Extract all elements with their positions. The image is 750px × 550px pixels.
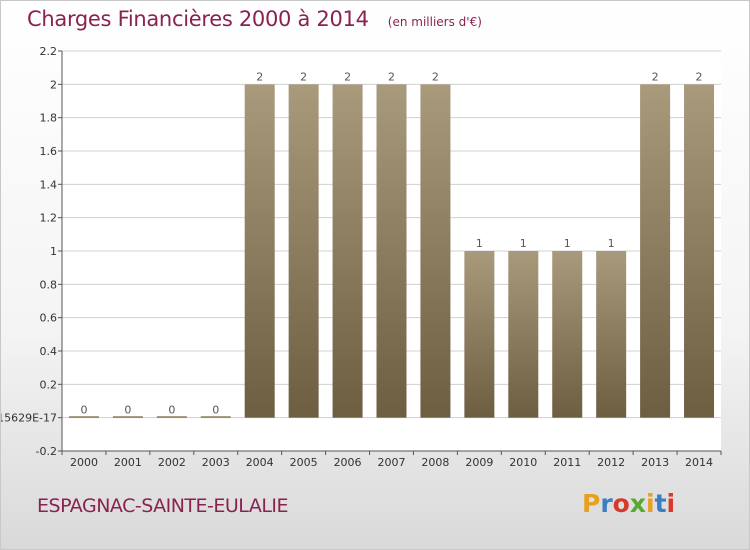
bar xyxy=(420,84,451,418)
x-tick-label: 2014 xyxy=(685,456,713,469)
bar xyxy=(200,416,231,418)
bar-value-label: 0 xyxy=(168,404,175,417)
bar xyxy=(552,251,583,418)
x-tick-label: 2000 xyxy=(70,456,98,469)
x-tick-label: 2013 xyxy=(641,456,669,469)
bar xyxy=(156,416,187,418)
y-tick-label: 0.4 xyxy=(40,345,58,358)
y-tick-label: 1.6 xyxy=(40,145,58,158)
bar xyxy=(288,84,319,418)
logo-letter: i xyxy=(646,489,655,518)
x-tick-label: 2010 xyxy=(509,456,537,469)
axes xyxy=(58,50,722,455)
labels: -0.2 -1.15629E-17 0.2 0.4 0.6 0.8 1 1.2 1.4 1.6 1.… xyxy=(1,45,713,469)
y-tick-label: 2.2 xyxy=(40,45,58,58)
bar-value-label: 0 xyxy=(80,404,87,417)
logo-letter: i xyxy=(666,489,676,518)
bar-value-label: 2 xyxy=(696,70,703,83)
bar-value-label: 2 xyxy=(388,70,395,83)
y-tick-label: -0.2 xyxy=(36,445,57,458)
bar xyxy=(112,416,143,418)
commune-name: ESPAGNAC-SAINTE-EULALIE xyxy=(37,495,289,517)
y-tick-label: 0.8 xyxy=(40,278,58,291)
bar-value-label: 0 xyxy=(212,404,219,417)
bar xyxy=(596,251,627,418)
chart-title: Charges Financières 2000 à 2014 xyxy=(27,7,369,31)
y-tick-label: -1.15629E-17 xyxy=(1,412,57,425)
y-tick-label: 1.8 xyxy=(40,112,58,125)
bar-value-label: 2 xyxy=(300,70,307,83)
bar-value-label: 1 xyxy=(476,237,483,250)
bar-value-label: 1 xyxy=(608,237,615,250)
proxiti-logo: Proxiti xyxy=(582,489,675,518)
x-tick-label: 2012 xyxy=(597,456,625,469)
bar xyxy=(464,251,495,418)
logo-letter: r xyxy=(600,489,613,518)
logo-letter: x xyxy=(629,489,646,518)
x-tick-label: 2002 xyxy=(158,456,186,469)
bar-value-label: 1 xyxy=(564,237,571,250)
chart-subtitle: (en milliers d'€) xyxy=(387,15,482,29)
logo-letter: t xyxy=(654,489,667,518)
logo-letter: P xyxy=(582,489,601,518)
y-tick-label: 0.6 xyxy=(40,312,58,325)
x-tick-label: 2001 xyxy=(114,456,142,469)
x-tick-label: 2007 xyxy=(378,456,406,469)
bar-value-label: 2 xyxy=(344,70,351,83)
x-tick-label: 2004 xyxy=(246,456,274,469)
x-tick-label: 2006 xyxy=(334,456,362,469)
bar xyxy=(68,416,99,418)
y-tick-label: 2 xyxy=(50,78,57,91)
bar xyxy=(376,84,407,418)
bar xyxy=(640,84,671,418)
x-tick-label: 2008 xyxy=(421,456,449,469)
bar-value-label: 2 xyxy=(652,70,659,83)
bar xyxy=(332,84,363,418)
x-tick-label: 2005 xyxy=(290,456,318,469)
bar-value-label: 2 xyxy=(256,70,263,83)
chart-header: Charges Financières 2000 à 2014 (en mill… xyxy=(27,7,482,31)
y-tick-label: 0.2 xyxy=(40,378,58,391)
bars xyxy=(68,84,715,418)
bar-value-label: 0 xyxy=(124,404,131,417)
y-tick-label: 1 xyxy=(50,245,57,258)
x-tick-label: 2003 xyxy=(202,456,230,469)
bar xyxy=(508,251,539,418)
bar xyxy=(684,84,715,418)
bar xyxy=(244,84,275,418)
logo-letter: o xyxy=(612,489,630,518)
y-tick-label: 1.4 xyxy=(40,178,58,191)
bar-value-label: 1 xyxy=(520,237,527,250)
bar-value-label: 2 xyxy=(432,70,439,83)
y-tick-label: 1.2 xyxy=(40,212,58,225)
x-tick-label: 2011 xyxy=(553,456,581,469)
x-tick-label: 2009 xyxy=(465,456,493,469)
